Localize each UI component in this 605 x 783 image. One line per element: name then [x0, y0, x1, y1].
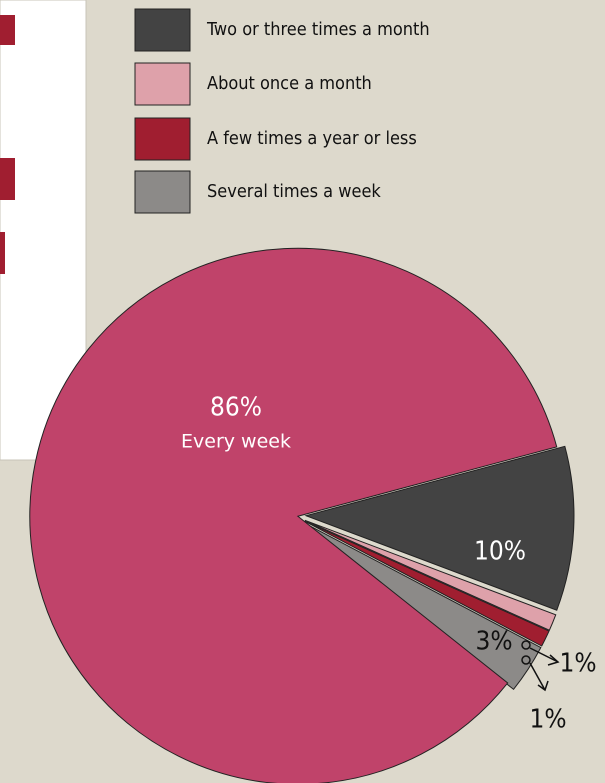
- leader-line: [529, 647, 559, 663]
- legend-swatch: [134, 117, 191, 161]
- legend-label: Several times a week: [207, 181, 381, 202]
- leader-line: [529, 662, 546, 691]
- value-label: 3%: [475, 627, 512, 657]
- side-swatch: [0, 232, 5, 274]
- value-label: 10%: [474, 537, 526, 567]
- legend-label: A few times a year or less: [207, 128, 417, 149]
- legend-swatch: [134, 8, 191, 52]
- value-label: 1%: [559, 649, 596, 679]
- side-swatch: [0, 15, 15, 45]
- legend-label: Two or three times a month: [206, 19, 430, 40]
- pie-slice: [304, 519, 557, 631]
- pie-slice: [29, 247, 558, 783]
- leader-dot: [521, 640, 531, 650]
- legend-swatch: [134, 62, 191, 106]
- value-label: 1%: [529, 705, 566, 735]
- pie-slice: [304, 520, 550, 647]
- legend: Two or three times a month About once a m…: [134, 8, 430, 214]
- legend-swatch: [134, 170, 191, 214]
- legend-label: About once a month: [207, 73, 372, 94]
- side-swatch: [0, 158, 15, 200]
- pie-slice: [304, 445, 575, 611]
- pie: 10% 1% 1% 3% 86% Every week: [29, 247, 597, 783]
- value-label: 86%: [210, 393, 262, 423]
- arrow-head: [537, 680, 549, 692]
- leader-dot: [521, 655, 531, 665]
- pie-slice: [303, 522, 542, 691]
- category-label: Every week: [181, 431, 291, 453]
- arrow-head: [547, 654, 560, 666]
